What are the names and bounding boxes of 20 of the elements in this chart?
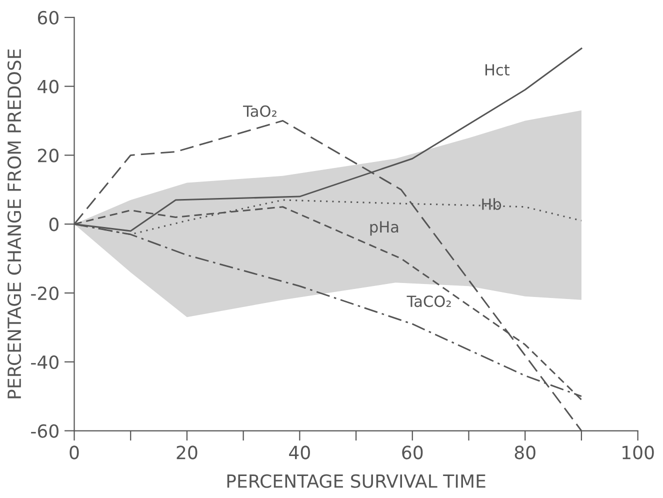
x-tick-label: 40: [289, 446, 310, 460]
y-tick-label: 0: [49, 218, 58, 232]
x-tick-label: 60: [402, 446, 423, 460]
y-tick-label: -20: [31, 286, 58, 300]
x-tick-label: 0: [70, 446, 79, 460]
annotation: Hb: [482, 198, 502, 210]
y-tick-label: 40: [38, 80, 58, 94]
x-tick-label: 80: [514, 446, 536, 460]
annotation: pHa: [370, 221, 398, 236]
y-tick-label: -40: [31, 355, 58, 369]
x-tick-label: 20: [176, 446, 198, 460]
x-tick-label: 100: [622, 446, 654, 460]
y-tick-label: -60: [31, 424, 58, 438]
annotation: TaO₂: [243, 105, 276, 117]
annotation: Hct: [485, 64, 510, 76]
y-tick-label: 60: [38, 10, 58, 25]
y-axis-title: PERCENTAGE CHANGE FROM PREDOSE: [7, 49, 22, 398]
x-axis-title: PERCENTAGE SURVIVAL TIME: [227, 474, 486, 488]
y-tick-label: 20: [38, 148, 58, 162]
annotation: TaCO₂: [406, 296, 451, 308]
